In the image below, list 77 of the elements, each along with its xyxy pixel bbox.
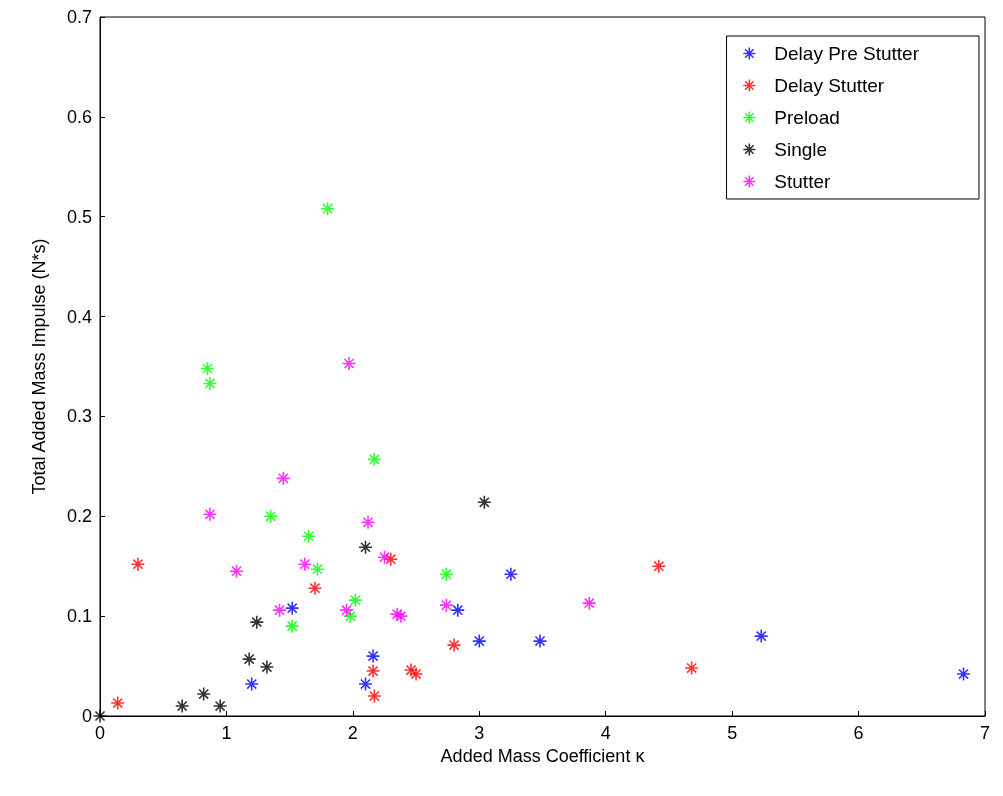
point [202, 376, 218, 391]
y-tick-label: 0.1 [66, 606, 92, 627]
point [367, 452, 382, 467]
y-tick-label: 0 [81, 706, 92, 726]
x-tick-label: 7 [979, 723, 991, 743]
point [367, 688, 382, 704]
y-tick-label: 0.6 [66, 106, 92, 127]
legend-label: Delay Stutter [774, 75, 885, 96]
point [956, 666, 971, 682]
point [272, 602, 287, 618]
point [202, 506, 218, 522]
point [92, 708, 108, 724]
point [439, 566, 454, 582]
point [684, 660, 699, 676]
y-axis-title: Total Added Mass Impulse (N*s) [29, 238, 49, 495]
x-tick-label: 0 [94, 723, 106, 743]
point [365, 663, 381, 679]
point [439, 597, 454, 613]
point [174, 698, 190, 714]
point [276, 471, 291, 486]
point [263, 508, 278, 524]
point [358, 539, 373, 555]
point [360, 514, 376, 530]
point [339, 602, 354, 618]
point [307, 580, 323, 596]
x-tick-label: 4 [600, 723, 611, 743]
x-axis-title: Added Mass Coefficient κ [440, 745, 646, 766]
point [130, 556, 146, 572]
point [259, 659, 275, 675]
point [408, 666, 424, 682]
x-tick-label: 5 [727, 723, 738, 743]
y-tick-label: 0.2 [66, 506, 92, 527]
x-tick-label: 2 [347, 723, 358, 743]
point [383, 551, 399, 567]
y-tick-label: 0.4 [66, 306, 92, 327]
legend-label: Delay Pre Stutter [774, 43, 920, 64]
point [249, 614, 265, 630]
point [212, 698, 228, 714]
point [471, 633, 487, 649]
point [477, 495, 492, 510]
point [110, 695, 125, 711]
point [348, 592, 363, 608]
point [365, 648, 381, 664]
point [284, 600, 300, 616]
point [301, 528, 316, 544]
point [581, 595, 597, 611]
point [393, 608, 409, 624]
legend-label: Stutter [774, 171, 831, 192]
point [403, 662, 419, 678]
point [358, 676, 373, 692]
point [446, 637, 462, 653]
point [532, 633, 548, 649]
point [503, 566, 519, 582]
point [343, 608, 358, 624]
point [377, 549, 392, 565]
y-tick-label: 0.5 [66, 206, 92, 227]
point [244, 676, 260, 692]
point [310, 561, 325, 577]
y-tick-label: 0.3 [66, 406, 92, 427]
point [651, 558, 667, 574]
point [241, 651, 257, 667]
legend-label: Single [774, 139, 828, 160]
point [389, 606, 405, 622]
point [320, 201, 335, 217]
x-tick-label: 1 [221, 723, 232, 743]
point [450, 602, 466, 618]
y-tick-label: 0.7 [66, 7, 92, 27]
point [297, 556, 313, 572]
point [196, 686, 211, 702]
x-tick-label: 6 [853, 723, 864, 743]
point [200, 361, 215, 376]
x-tick-label: 3 [474, 723, 485, 743]
point [229, 563, 244, 579]
point [341, 356, 357, 371]
legend-label: Preload [774, 107, 840, 128]
point [284, 618, 300, 634]
point [753, 628, 769, 644]
